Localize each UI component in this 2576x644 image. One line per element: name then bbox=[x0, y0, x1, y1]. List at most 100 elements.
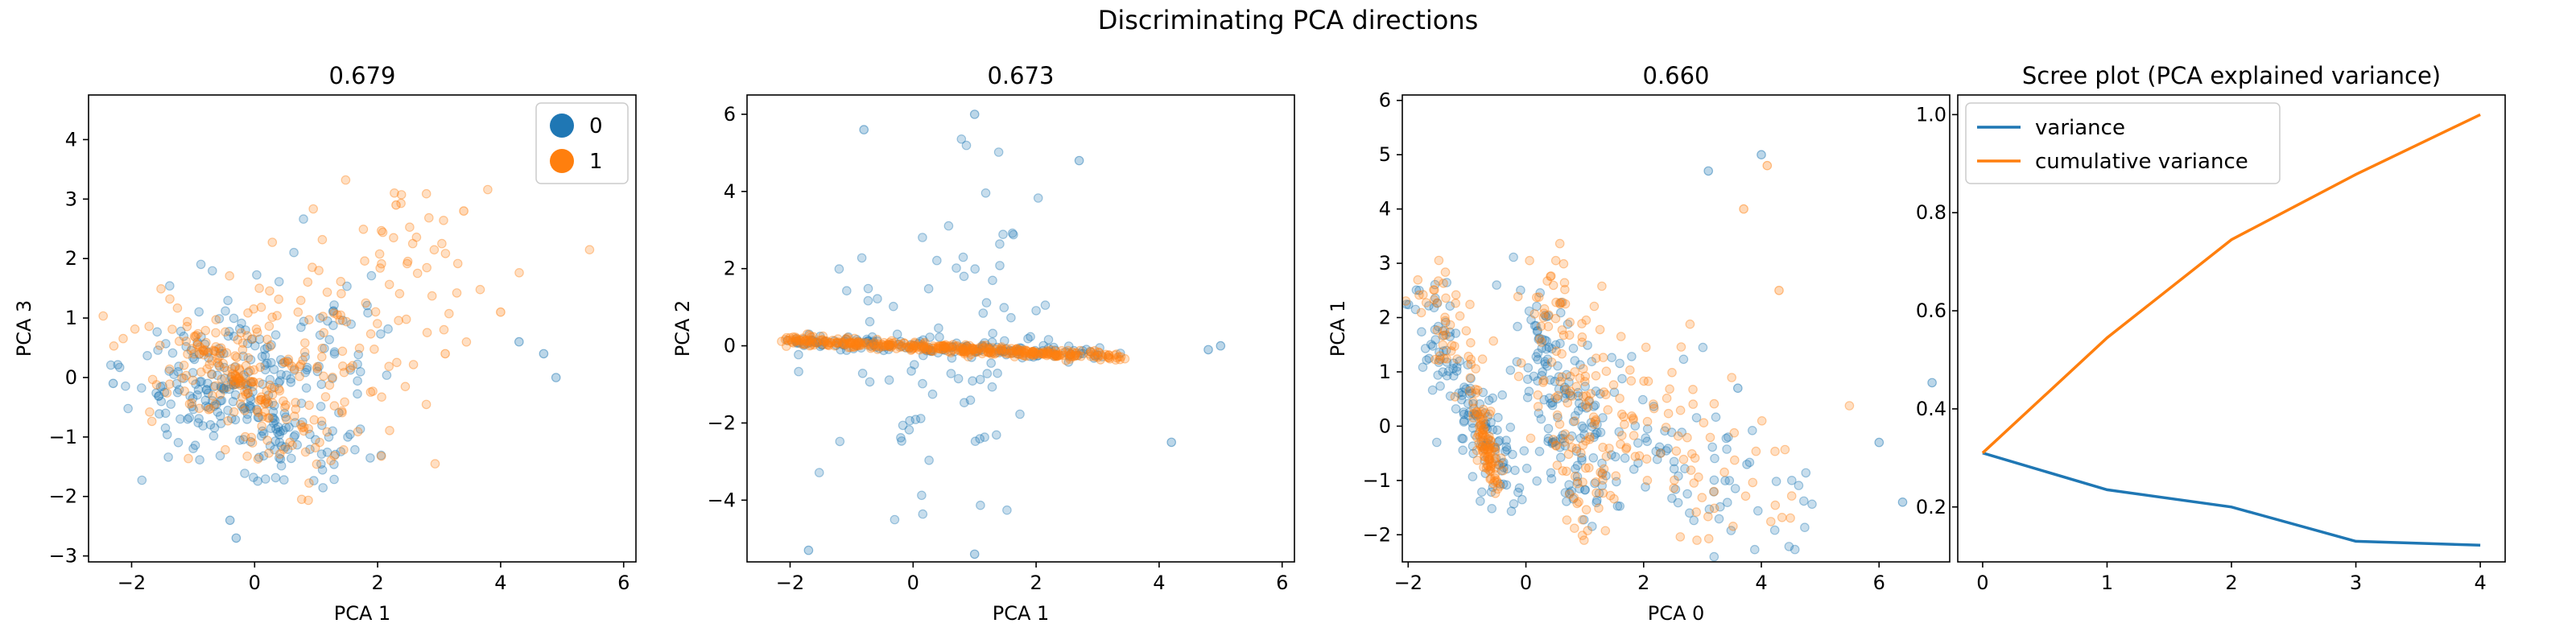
scatter-point-series-0 bbox=[142, 350, 152, 361]
scatter-point-series-1 bbox=[799, 339, 810, 349]
scatter-point-series-1 bbox=[179, 360, 189, 370]
scatter-point-series-0 bbox=[1580, 382, 1590, 391]
scatter-point-series-1 bbox=[1440, 312, 1450, 322]
scatter-point-series-0 bbox=[1704, 504, 1715, 514]
scatter-point-series-0 bbox=[1656, 448, 1666, 458]
scatter-point-series-0 bbox=[817, 340, 827, 350]
scatter-point-series-0 bbox=[155, 409, 164, 419]
x-tick-label: 0 bbox=[1520, 572, 1532, 594]
scatter-point-series-0 bbox=[924, 455, 934, 465]
scatter-point-series-0 bbox=[996, 346, 1005, 356]
plot-area bbox=[777, 109, 1226, 559]
scatter-point-series-1 bbox=[452, 258, 463, 269]
scatter-point-series-1 bbox=[243, 388, 253, 398]
axes-title: 0.679 bbox=[328, 62, 395, 89]
scatter-point-series-1 bbox=[1495, 481, 1505, 491]
scatter-point-series-0 bbox=[867, 337, 877, 348]
scatter-point-series-0 bbox=[999, 346, 1009, 357]
scatter-point-series-0 bbox=[863, 283, 873, 294]
scatter-point-series-0 bbox=[1495, 479, 1505, 489]
scatter-point-series-0 bbox=[817, 340, 828, 349]
scatter-point-series-0 bbox=[274, 277, 284, 287]
scatter-point-series-1 bbox=[1485, 474, 1495, 484]
scatter-point-series-0 bbox=[1000, 336, 1009, 346]
scatter-point-series-0 bbox=[1567, 431, 1577, 441]
scatter-point-series-1 bbox=[1581, 436, 1591, 446]
scatter-point-series-1 bbox=[785, 335, 795, 345]
scatter-point-series-0 bbox=[1513, 321, 1522, 332]
legend-box bbox=[535, 102, 629, 184]
scatter-point-series-1 bbox=[802, 329, 812, 339]
scatter-point-series-1 bbox=[832, 338, 841, 348]
scatter-point-series-0 bbox=[1673, 497, 1683, 508]
scatter-point-series-1 bbox=[1486, 473, 1496, 483]
scatter-point-series-0 bbox=[318, 483, 328, 493]
scatter-point-series-1 bbox=[997, 345, 1006, 355]
scatter-point-series-0 bbox=[200, 339, 210, 349]
scatter-point-series-0 bbox=[1638, 394, 1648, 405]
scatter-point-series-1 bbox=[939, 342, 950, 352]
scatter-point-series-1 bbox=[211, 328, 221, 338]
scatter-point-series-1 bbox=[1478, 436, 1488, 446]
scatter-point-series-0 bbox=[219, 349, 229, 359]
scatter-point-series-1 bbox=[242, 331, 252, 341]
scatter-point-series-0 bbox=[246, 378, 256, 388]
scatter-point-series-1 bbox=[1096, 350, 1107, 360]
scatter-point-series-1 bbox=[1073, 350, 1083, 361]
scatter-point-series-0 bbox=[884, 375, 894, 385]
scatter-point-series-1 bbox=[1476, 418, 1486, 428]
scatter-point-series-1 bbox=[314, 266, 324, 275]
scatter-point-series-1 bbox=[1012, 344, 1022, 353]
scatter-point-series-0 bbox=[105, 360, 116, 370]
scatter-point-series-1 bbox=[1402, 296, 1411, 306]
scatter-point-series-1 bbox=[877, 340, 887, 349]
scatter-point-series-0 bbox=[970, 347, 980, 357]
scatter-point-series-1 bbox=[946, 348, 956, 357]
scatter-point-series-0 bbox=[198, 421, 208, 431]
scatter-point-series-0 bbox=[1733, 383, 1743, 393]
scatter-point-series-0 bbox=[794, 366, 803, 377]
scatter-point-series-0 bbox=[1927, 378, 1937, 388]
scatter-point-series-0 bbox=[228, 396, 238, 407]
scatter-point-series-1 bbox=[118, 333, 128, 344]
scatter-point-series-1 bbox=[1786, 491, 1797, 501]
scatter-point-series-0 bbox=[235, 435, 245, 445]
scatter-point-series-1 bbox=[1479, 452, 1489, 461]
scatter-point-series-1 bbox=[237, 392, 247, 402]
scatter-point-series-0 bbox=[842, 286, 852, 295]
scatter-point-series-0 bbox=[328, 306, 339, 316]
scatter-point-series-0 bbox=[1029, 352, 1038, 362]
scatter-point-series-1 bbox=[1051, 351, 1061, 361]
scatter-point-series-0 bbox=[216, 382, 226, 391]
scatter-point-series-0 bbox=[219, 385, 229, 394]
scatter-point-series-1 bbox=[1570, 416, 1579, 426]
scatter-point-series-0 bbox=[1452, 362, 1462, 372]
scatter-point-series-1 bbox=[237, 338, 248, 348]
scatter-point-series-1 bbox=[1413, 275, 1423, 285]
scatter-point-series-0 bbox=[196, 332, 206, 342]
scatter-point-series-0 bbox=[1667, 493, 1677, 503]
scatter-point-series-1 bbox=[1577, 337, 1587, 347]
scatter-point-series-1 bbox=[795, 336, 806, 346]
y-tick-label: 0.2 bbox=[1916, 496, 1946, 518]
scatter-point-series-0 bbox=[1517, 494, 1527, 505]
scatter-point-series-1 bbox=[806, 336, 816, 347]
scatter-point-series-0 bbox=[1540, 357, 1550, 367]
scatter-point-series-0 bbox=[1483, 411, 1492, 422]
scatter-point-series-0 bbox=[1609, 387, 1620, 398]
scatter-point-series-0 bbox=[1552, 394, 1563, 404]
scatter-point-series-1 bbox=[1516, 358, 1526, 368]
scatter-point-series-1 bbox=[938, 345, 948, 354]
scatter-point-series-1 bbox=[216, 343, 226, 353]
scatter-point-series-1 bbox=[358, 224, 369, 234]
scatter-point-series-1 bbox=[1490, 453, 1500, 464]
scatter-point-series-0 bbox=[362, 300, 372, 311]
scatter-point-series-0 bbox=[300, 352, 310, 361]
scatter-point-series-1 bbox=[860, 338, 870, 348]
scatter-point-series-0 bbox=[1481, 440, 1491, 451]
scatter-point-series-0 bbox=[939, 343, 950, 353]
scatter-point-series-0 bbox=[208, 382, 219, 392]
scatter-point-series-0 bbox=[1484, 395, 1494, 406]
scatter-point-series-0 bbox=[1597, 481, 1607, 491]
scatter-point-series-1 bbox=[205, 403, 215, 414]
